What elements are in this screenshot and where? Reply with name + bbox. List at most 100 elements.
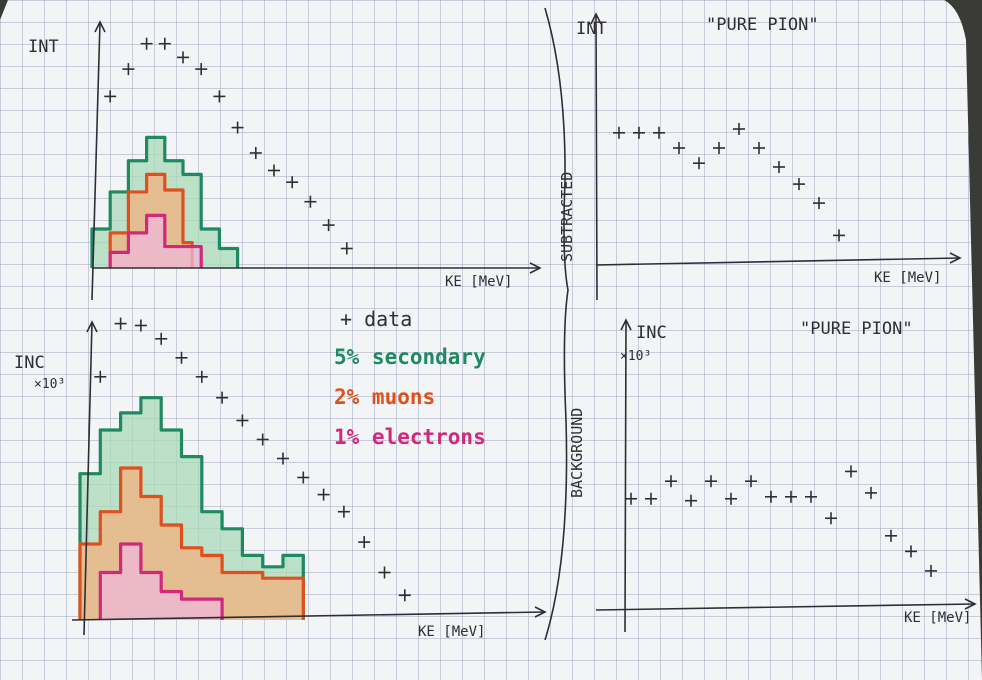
x-axis <box>71 611 546 621</box>
x-axis-arrow <box>529 262 542 274</box>
data-point <box>833 229 845 242</box>
data-point <box>317 488 330 501</box>
x-axis-arrow <box>949 252 962 264</box>
y-axis-label: INT <box>576 19 607 39</box>
y-axis <box>595 13 598 301</box>
x-axis <box>595 603 976 611</box>
legend-muons: 2% muons <box>334 385 435 409</box>
y-axis-unit: ×10³ <box>620 349 651 364</box>
data-point <box>158 37 171 50</box>
data-point <box>256 433 269 446</box>
data-point <box>845 465 857 478</box>
y-axis-label: INC <box>636 323 667 343</box>
legend: + data 5% secondary 2% muons 1% electron… <box>334 307 486 449</box>
data-point <box>195 63 208 76</box>
legend-data: + data <box>340 307 412 331</box>
data-point <box>793 178 805 191</box>
y-axis-arrow <box>590 12 602 25</box>
y-axis <box>91 21 101 301</box>
data-point <box>236 414 249 427</box>
data-point <box>673 142 685 154</box>
data-point <box>140 37 153 50</box>
chart-title: "PURE PION" <box>706 15 819 35</box>
data-point <box>773 161 785 173</box>
data-point <box>177 51 189 64</box>
data-point <box>765 490 777 503</box>
x-axis-label: KE [MeV] <box>874 270 941 286</box>
electrons-histogram-outline <box>98 542 224 620</box>
y-axis-label: INC <box>14 353 45 373</box>
data-point <box>249 146 262 159</box>
charts-layer: INT KE [MeV] INC ×10³ KE [MeV] INT KE [MeV] "PU… <box>14 12 977 640</box>
data-point <box>705 475 717 488</box>
x-axis-arrow <box>534 606 547 618</box>
x-axis <box>595 257 961 266</box>
data-point <box>216 391 229 404</box>
data-point <box>358 536 371 549</box>
data-point <box>825 512 837 525</box>
y-axis <box>624 319 627 633</box>
legend-electrons: 1% electrons <box>334 425 486 449</box>
data-point <box>114 317 127 330</box>
data-point <box>231 121 244 134</box>
data-point <box>685 494 697 507</box>
chart-title: "PURE PION" <box>800 319 913 339</box>
x-axis-arrow <box>964 598 977 610</box>
data-point <box>378 566 391 579</box>
data-point <box>286 176 299 189</box>
y-axis <box>83 321 93 636</box>
data-point <box>865 486 877 499</box>
data-point <box>645 492 657 505</box>
data-point <box>753 142 765 154</box>
data-point <box>398 589 411 602</box>
legend-secondary: 5% secondary <box>334 345 486 369</box>
y-axis-arrow <box>620 318 632 331</box>
data-point <box>653 126 665 139</box>
data-point <box>613 126 625 139</box>
x-axis-label: KE [MeV] <box>445 274 512 290</box>
data-point <box>322 219 335 232</box>
electrons-histogram-outline <box>108 213 203 268</box>
y-axis-arrow <box>94 20 106 33</box>
data-point <box>925 564 937 577</box>
x-axis-label: KE [MeV] <box>418 624 485 640</box>
data-point <box>733 123 745 135</box>
data-point <box>805 490 817 503</box>
chart-bottom-left: INC ×10³ KE [MeV] <box>14 317 547 640</box>
data-point <box>340 242 353 255</box>
secondary-histogram-outline <box>90 135 240 268</box>
data-point <box>665 475 677 488</box>
data-point <box>633 126 645 139</box>
data-point <box>337 505 350 518</box>
x-axis-label: KE [MeV] <box>904 610 971 626</box>
data-point <box>175 351 188 364</box>
data-point <box>304 195 317 208</box>
data-point <box>905 545 917 558</box>
data-point <box>195 370 208 383</box>
data-point <box>713 142 725 154</box>
data-point <box>277 452 289 465</box>
y-axis-label: INT <box>28 37 59 57</box>
data-point <box>745 475 757 488</box>
brace-label-subtracted: SUBTRACTED <box>558 172 576 262</box>
data-point <box>625 492 637 505</box>
electrons-histogram-fill <box>100 544 223 620</box>
brace-line <box>544 7 569 641</box>
data-point <box>885 529 897 542</box>
data-point <box>155 332 168 345</box>
data-point <box>268 164 280 177</box>
brace-label-background: BACKGROUND <box>568 408 586 498</box>
data-point <box>213 90 226 103</box>
data-point <box>297 471 310 484</box>
secondary-histogram-outline <box>78 396 305 620</box>
data-point <box>134 319 147 332</box>
data-point <box>785 490 797 503</box>
brace: SUBTRACTED BACKGROUND <box>544 7 586 641</box>
data-point <box>813 197 825 210</box>
muons-histogram-outline <box>108 172 194 268</box>
chart-bottom-right: INC ×10³ KE [MeV] "PURE PION" <box>595 318 977 633</box>
chart-top-left: INT KE [MeV] <box>28 20 542 301</box>
data-point <box>725 492 737 505</box>
chart-top-right: INT KE [MeV] "PURE PION" <box>576 12 962 301</box>
